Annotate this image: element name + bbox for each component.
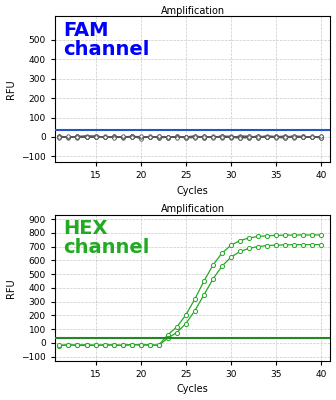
Title: Amplification: Amplification xyxy=(161,6,225,16)
Title: Amplification: Amplification xyxy=(161,204,225,214)
Text: HEX
channel: HEX channel xyxy=(63,219,150,257)
Y-axis label: RFU: RFU xyxy=(6,80,15,99)
X-axis label: Cycles: Cycles xyxy=(177,384,209,394)
Text: FAM
channel: FAM channel xyxy=(63,21,150,59)
X-axis label: Cycles: Cycles xyxy=(177,186,209,196)
Y-axis label: RFU: RFU xyxy=(6,278,15,298)
